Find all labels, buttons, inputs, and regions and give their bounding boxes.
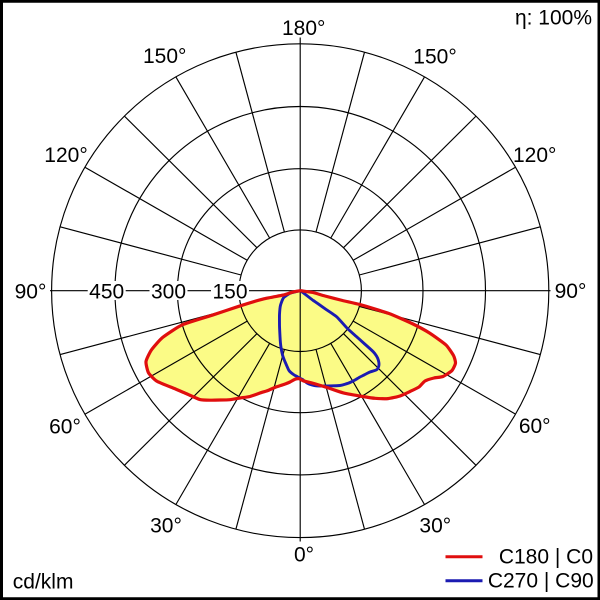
svg-text:0°: 0° xyxy=(294,544,314,567)
svg-text:30°: 30° xyxy=(419,515,451,538)
svg-text:60°: 60° xyxy=(49,416,81,439)
svg-text:C180 | C0: C180 | C0 xyxy=(499,546,593,569)
svg-text:180°: 180° xyxy=(282,17,325,40)
svg-text:cd/klm: cd/klm xyxy=(13,571,74,594)
svg-text:η: 100%: η: 100% xyxy=(515,7,592,30)
svg-text:30°: 30° xyxy=(150,515,182,538)
svg-text:120°: 120° xyxy=(44,144,87,167)
svg-text:90°: 90° xyxy=(555,280,587,303)
svg-text:150°: 150° xyxy=(143,45,186,68)
svg-text:60°: 60° xyxy=(519,415,551,438)
svg-text:150°: 150° xyxy=(413,45,456,68)
svg-text:120°: 120° xyxy=(513,144,556,167)
svg-text:90°: 90° xyxy=(15,280,47,303)
svg-text:450: 450 xyxy=(89,280,124,303)
svg-text:C270 | C90: C270 | C90 xyxy=(488,570,594,593)
svg-text:300: 300 xyxy=(151,280,186,303)
svg-text:150: 150 xyxy=(212,280,247,303)
